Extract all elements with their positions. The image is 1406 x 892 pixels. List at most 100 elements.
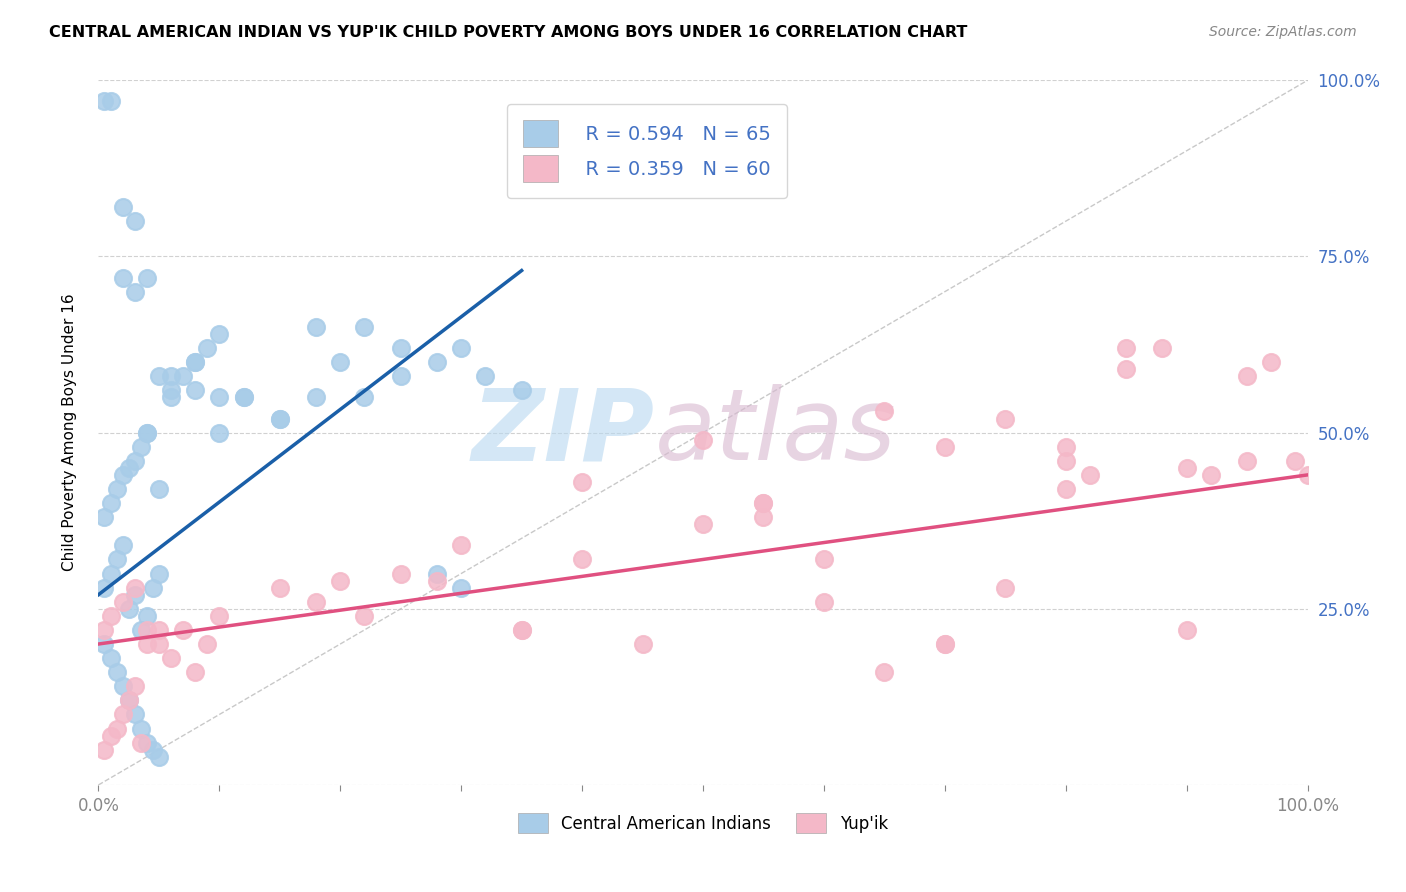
Point	[160, 369, 183, 384]
Point	[148, 566, 170, 581]
Point	[329, 574, 352, 588]
Point	[752, 496, 775, 510]
Point	[389, 369, 412, 384]
Point	[100, 608, 122, 623]
Point	[160, 651, 183, 665]
Point	[389, 341, 412, 355]
Point	[129, 722, 152, 736]
Point	[135, 736, 157, 750]
Point	[105, 482, 128, 496]
Point	[93, 637, 115, 651]
Point	[1152, 341, 1174, 355]
Point	[1296, 467, 1319, 482]
Text: atlas: atlas	[655, 384, 896, 481]
Point	[873, 404, 896, 418]
Point	[93, 623, 115, 637]
Point	[1236, 369, 1258, 384]
Point	[571, 475, 593, 489]
Point	[269, 411, 291, 425]
Point	[118, 460, 141, 475]
Point	[1115, 362, 1137, 376]
Point	[510, 623, 533, 637]
Point	[813, 595, 835, 609]
Point	[129, 736, 152, 750]
Point	[389, 566, 412, 581]
Point	[135, 425, 157, 440]
Point	[208, 326, 231, 341]
Text: ZIP: ZIP	[471, 384, 655, 481]
Text: CENTRAL AMERICAN INDIAN VS YUP'IK CHILD POVERTY AMONG BOYS UNDER 16 CORRELATION : CENTRAL AMERICAN INDIAN VS YUP'IK CHILD …	[49, 25, 967, 40]
Point	[93, 95, 115, 109]
Point	[1284, 454, 1306, 468]
Point	[100, 651, 122, 665]
Point	[752, 496, 775, 510]
Point	[1175, 460, 1198, 475]
Point	[124, 214, 146, 228]
Point	[692, 433, 714, 447]
Point	[450, 581, 472, 595]
Point	[752, 510, 775, 524]
Point	[148, 637, 170, 651]
Point	[118, 601, 141, 615]
Point	[172, 369, 194, 384]
Point	[353, 391, 375, 405]
Point	[873, 665, 896, 680]
Point	[1199, 467, 1222, 482]
Point	[195, 341, 218, 355]
Point	[184, 384, 207, 398]
Point	[934, 440, 956, 454]
Point	[118, 693, 141, 707]
Point	[100, 496, 122, 510]
Point	[269, 581, 291, 595]
Point	[135, 270, 157, 285]
Point	[353, 320, 375, 334]
Y-axis label: Child Poverty Among Boys Under 16: Child Poverty Among Boys Under 16	[62, 293, 77, 572]
Point	[510, 384, 533, 398]
Point	[571, 552, 593, 566]
Point	[148, 482, 170, 496]
Point	[184, 665, 207, 680]
Point	[124, 581, 146, 595]
Point	[142, 742, 165, 756]
Point	[129, 623, 152, 637]
Point	[124, 454, 146, 468]
Point	[105, 665, 128, 680]
Point	[195, 637, 218, 651]
Point	[172, 623, 194, 637]
Point	[111, 200, 134, 214]
Point	[100, 95, 122, 109]
Point	[111, 707, 134, 722]
Point	[135, 623, 157, 637]
Point	[105, 722, 128, 736]
Point	[100, 566, 122, 581]
Point	[184, 355, 207, 369]
Legend: Central American Indians, Yup'ik: Central American Indians, Yup'ik	[512, 806, 894, 840]
Point	[148, 623, 170, 637]
Point	[474, 369, 496, 384]
Point	[160, 391, 183, 405]
Point	[111, 679, 134, 693]
Point	[305, 391, 328, 405]
Point	[305, 595, 328, 609]
Point	[208, 608, 231, 623]
Point	[994, 411, 1017, 425]
Point	[148, 749, 170, 764]
Point	[1078, 467, 1101, 482]
Point	[100, 729, 122, 743]
Text: Source: ZipAtlas.com: Source: ZipAtlas.com	[1209, 25, 1357, 39]
Point	[1175, 623, 1198, 637]
Point	[426, 574, 449, 588]
Point	[111, 538, 134, 552]
Point	[1236, 454, 1258, 468]
Point	[184, 355, 207, 369]
Point	[1054, 482, 1077, 496]
Point	[813, 552, 835, 566]
Point	[631, 637, 654, 651]
Point	[148, 369, 170, 384]
Point	[93, 581, 115, 595]
Point	[129, 440, 152, 454]
Point	[135, 608, 157, 623]
Point	[692, 517, 714, 532]
Point	[135, 425, 157, 440]
Point	[353, 608, 375, 623]
